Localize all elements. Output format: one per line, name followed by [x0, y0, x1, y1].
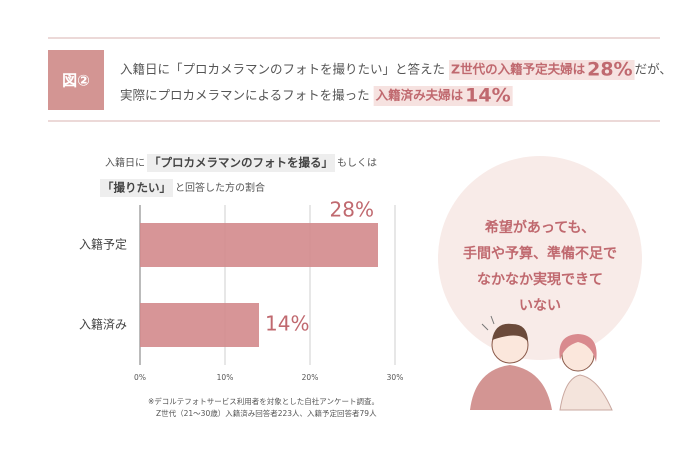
headline: 入籍日に「プロカメラマンのフォトを撮りたい」と答えた Z世代の入籍予定夫婦は 28%… — [120, 59, 672, 107]
highlight-bg — [373, 86, 466, 106]
chart-subtitle: 入籍日に 「プロカメラマンのフォトを撮る」 もしくは「撮りたい」 と回答した方の割合 — [100, 154, 377, 197]
x-tick-label: 20% — [302, 373, 319, 382]
bubble-line: いない — [519, 298, 561, 314]
x-tick-label: 0% — [134, 373, 146, 382]
badge-text: 図② — [62, 72, 90, 90]
y-tick-label: 入籍予定 — [79, 237, 127, 252]
headline-highlight: 28% — [587, 59, 632, 81]
headline-highlight: 入籍済み夫婦は — [376, 88, 464, 103]
x-tick-label: 10% — [217, 373, 234, 382]
subtitle-highlight: 「撮りたい」 — [102, 181, 171, 195]
badge — [48, 50, 104, 110]
x-tick-label: 30% — [387, 373, 404, 382]
note: Z世代（21〜30歳）入籍済み回答者223人、入籍予定回答者79人 — [156, 408, 377, 418]
bar — [140, 223, 378, 267]
subtitle-text: 入籍日に — [105, 156, 145, 169]
highlight-bg — [463, 86, 513, 106]
value-label: 14% — [265, 312, 309, 336]
headline-highlight: 14% — [465, 85, 510, 107]
highlight-bg — [100, 179, 173, 197]
headline-highlight: Z世代の入籍予定夫婦は — [451, 62, 586, 77]
bubble-line: なかなか実現できて — [477, 271, 603, 288]
bubble-line: 手間や予算、準備不足で — [463, 245, 617, 262]
value-label: 28% — [330, 198, 374, 222]
highlight-bg — [449, 60, 588, 80]
headline-text: 入籍日に「プロカメラマンのフォトを撮りたい」と答えた — [120, 62, 445, 77]
highlight-bg — [585, 60, 635, 80]
y-tick-label: 入籍済み — [79, 317, 127, 332]
bubble — [438, 156, 642, 360]
highlight-bg — [147, 154, 335, 172]
subtitle-text: と回答した方の割合 — [175, 181, 265, 194]
headline-text: だが、 — [635, 62, 672, 77]
subtitle-text: もしくは — [337, 157, 377, 169]
bubble-line: 希望があっても、 — [485, 219, 595, 236]
note: ※デコルテフォトサービス利用者を対象とした自社アンケート調査。 — [148, 396, 379, 406]
subtitle-highlight: 「プロカメラマンのフォトを撮る」 — [149, 156, 333, 170]
plot: 0% 10% 20% 30% 入籍予定 28% 入籍済み 14% — [79, 198, 403, 383]
bar — [140, 303, 259, 347]
illustration — [470, 315, 613, 411]
headline-text: 実際にプロカメラマンによるフォトを撮った — [120, 88, 370, 103]
